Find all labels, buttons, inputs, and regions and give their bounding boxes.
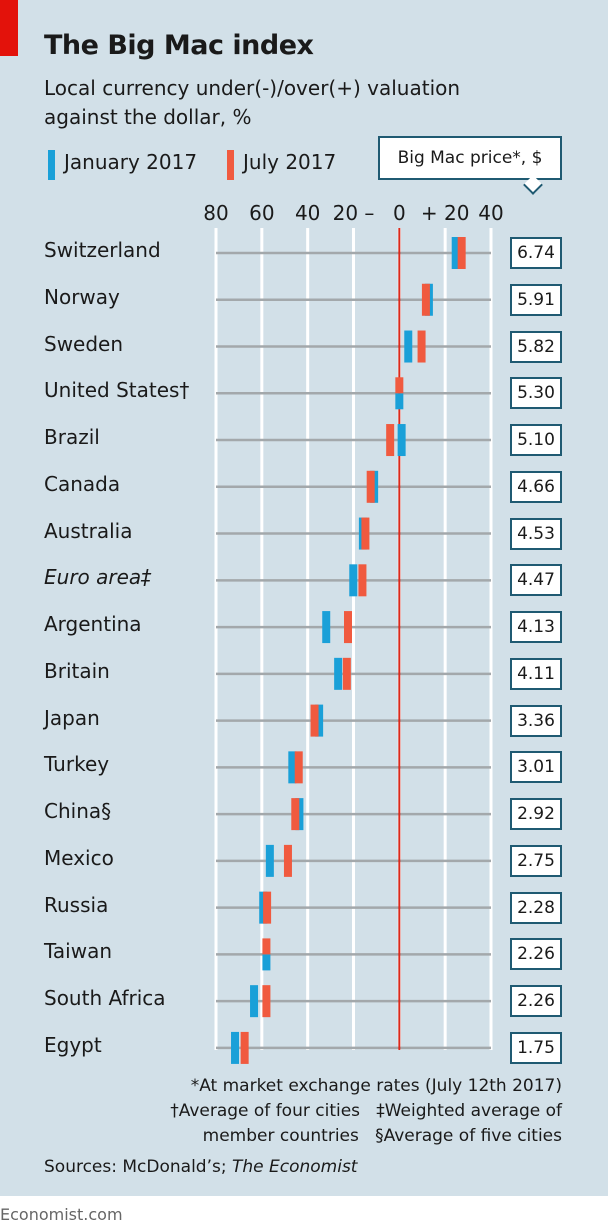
- chart-panel: [0, 0, 608, 1196]
- marker-january: [231, 1031, 240, 1064]
- price-value: 4.47: [510, 564, 562, 597]
- chart-title: The Big Mac index: [44, 30, 314, 61]
- chart-subtitle: Local currency under(-)/over(+) valuatio…: [44, 76, 461, 129]
- marker-july: [263, 891, 272, 924]
- marker-july: [358, 564, 367, 597]
- country-label: China§: [44, 799, 112, 824]
- x-tick-label: 20 –: [333, 201, 375, 225]
- legend-swatch-january: [48, 150, 55, 180]
- sources-italic: The Economist: [231, 1157, 358, 1177]
- marker-january: [295, 798, 304, 831]
- marker-july: [457, 237, 466, 269]
- price-value: 5.10: [510, 424, 562, 457]
- sources: Sources: McDonald’s; The Economist: [44, 1157, 357, 1177]
- price-value: 5.30: [510, 377, 562, 410]
- brand-footer: Economist.com: [0, 1205, 123, 1224]
- marker-january: [250, 985, 259, 1018]
- marker-january: [315, 704, 324, 737]
- x-tick-label: 60: [249, 201, 274, 225]
- country-label: Australia: [44, 518, 133, 543]
- marker-january: [397, 424, 406, 457]
- marker-january: [404, 330, 413, 363]
- price-value: 6.74: [510, 237, 562, 269]
- marker-january: [349, 564, 358, 597]
- country-label: Turkey: [44, 752, 110, 777]
- chart-plot: 80 60 40 20 – 0 + 20 40: [203, 201, 504, 1064]
- country-label: Brazil: [44, 425, 100, 450]
- marker-july: [240, 1031, 249, 1064]
- price-value: 4.11: [510, 657, 562, 690]
- legend-swatch-july: [227, 150, 234, 180]
- legend-label-july: July 2017: [243, 150, 337, 174]
- marker-july: [344, 611, 352, 644]
- marker-july: [417, 330, 426, 363]
- price-value: 4.13: [510, 611, 562, 644]
- country-label: Russia: [44, 892, 109, 917]
- marker-july: [366, 470, 375, 503]
- marker-january: [334, 657, 343, 690]
- marker-january: [265, 844, 274, 877]
- price-value: 4.53: [510, 517, 562, 550]
- brand-red-tag: [0, 0, 18, 56]
- country-label: Egypt: [44, 1032, 102, 1057]
- footnote-symbols-2: member countries §Average of five cities: [202, 1126, 562, 1146]
- country-label: Canada: [44, 471, 121, 496]
- country-label: Britain: [44, 658, 110, 683]
- price-value: 5.82: [510, 330, 562, 363]
- marker-january: [451, 237, 460, 269]
- marker-july: [262, 985, 271, 1018]
- marker-july: [294, 751, 303, 784]
- marker-july: [395, 377, 404, 394]
- marker-january: [288, 751, 297, 784]
- marker-july: [291, 798, 300, 831]
- price-value: 2.92: [510, 798, 562, 831]
- footnotes: *At market exchange rates (July 12th 201…: [170, 1074, 562, 1149]
- price-column-header: Big Mac price*, $: [378, 136, 562, 180]
- marker-january: [322, 611, 331, 644]
- x-tick-label: 0: [393, 201, 406, 225]
- price-value: 5.91: [510, 283, 562, 316]
- marker-january: [395, 393, 404, 410]
- sources-prefix: Sources: McDonald’s;: [44, 1157, 232, 1177]
- x-tick-label: 40: [478, 201, 503, 225]
- price-value: 2.26: [510, 938, 562, 971]
- legend-label-january: January 2017: [64, 150, 198, 174]
- marker-july: [283, 844, 292, 877]
- country-label: South Africa: [44, 986, 166, 1011]
- country-label: Euro area‡: [44, 565, 152, 590]
- x-tick-label: 80: [203, 201, 228, 225]
- country-label: Sweden: [44, 331, 124, 356]
- x-tick-label: + 20: [421, 201, 470, 225]
- footnote-exchange-rates: *At market exchange rates (July 12th 201…: [190, 1076, 562, 1096]
- country-label: United States†: [44, 378, 190, 403]
- footnote-symbols: †Average of four cities ‡Weighted averag…: [170, 1101, 562, 1121]
- price-value: 2.75: [510, 844, 562, 877]
- marker-july: [310, 704, 319, 737]
- marker-july: [421, 283, 430, 316]
- x-tick-label: 40: [295, 201, 320, 225]
- price-value: 2.26: [510, 985, 562, 1018]
- country-label: Taiwan: [44, 939, 113, 964]
- marker-july: [342, 657, 351, 690]
- marker-july: [361, 517, 370, 550]
- price-value: 2.28: [510, 891, 562, 924]
- price-value: 1.75: [510, 1031, 562, 1064]
- country-label: Japan: [44, 705, 100, 730]
- price-value: 3.01: [510, 751, 562, 784]
- country-label: Switzerland: [44, 238, 161, 262]
- country-label: Norway: [44, 284, 120, 309]
- price-value: 3.36: [510, 704, 562, 737]
- marker-july: [386, 424, 395, 457]
- country-label: Argentina: [44, 612, 142, 637]
- price-value: 4.66: [510, 470, 562, 503]
- country-label: Mexico: [44, 845, 114, 870]
- marker-july: [262, 938, 271, 955]
- marker-january: [262, 954, 271, 971]
